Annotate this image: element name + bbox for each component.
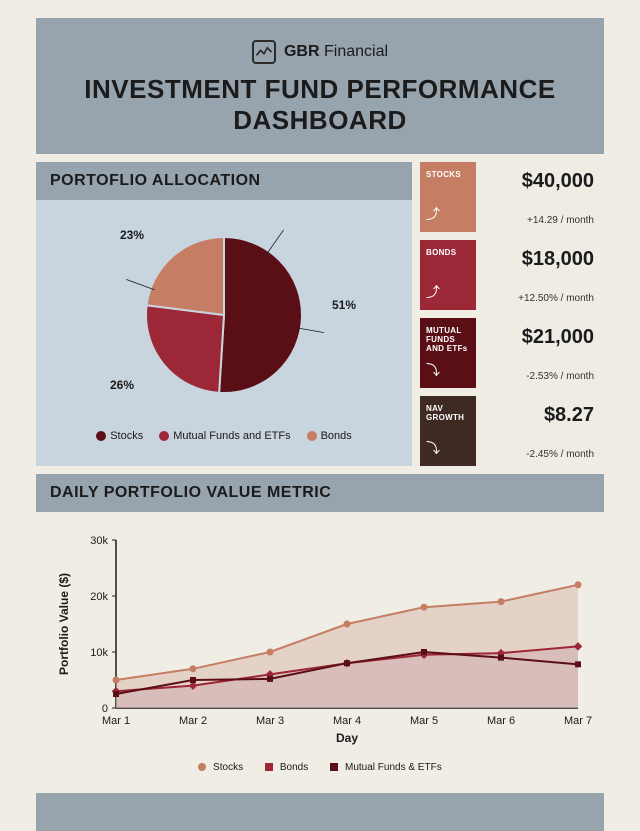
svg-text:30k: 30k (90, 535, 108, 547)
legend-swatch-icon (96, 431, 106, 441)
legend-item: Stocks (96, 430, 143, 442)
metric-cards: STOCKS ⤴ $40,000 +14.29 / month BONDS ⤴ $18,00… (420, 162, 604, 466)
svg-text:Mar 1: Mar 1 (102, 715, 130, 727)
svg-text:Mar 2: Mar 2 (179, 715, 207, 727)
svg-text:20k: 20k (90, 591, 108, 603)
legend-swatch-icon (265, 763, 273, 771)
footer-bar (36, 793, 604, 831)
legend-swatch-icon (159, 431, 169, 441)
page-title: INVESTMENT FUND PERFORMANCE DASHBOARD (46, 74, 594, 136)
svg-text:0: 0 (102, 703, 108, 715)
allocation-title: PORTOFLIO ALLOCATION (36, 162, 412, 200)
pie-slice-label: 23% (120, 228, 144, 242)
svg-text:Mar 3: Mar 3 (256, 715, 284, 727)
legend-label: Mutual Funds and ETFs (173, 430, 290, 442)
metric-subtext: -2.45% / month (480, 449, 594, 460)
legend-item: Stocks (198, 762, 243, 773)
legend-swatch-icon (307, 431, 317, 441)
chart-logo-icon (252, 40, 276, 64)
legend-item: Mutual Funds and ETFs (159, 430, 290, 442)
metric-value: $8.27 (480, 404, 594, 427)
svg-text:Day: Day (336, 731, 358, 745)
pie-chart: 51% 26% 23% (36, 200, 412, 430)
svg-text:Mar 4: Mar 4 (333, 715, 361, 727)
brand-name-bold: GBR (284, 43, 320, 60)
legend-swatch-icon (330, 763, 338, 771)
arrow-up-icon: ⤴ (426, 282, 470, 302)
metric-subtext: +12.50% / month (480, 293, 594, 304)
metric-label: STOCKS (426, 170, 470, 179)
metric-card: NAV GROWTH ⤵ $8.27 -2.45% / month (420, 396, 604, 466)
allocation-panel: PORTOFLIO ALLOCATION 51% 26% 23% Stocks Mut… (36, 162, 412, 466)
metric-value: $40,000 (480, 170, 594, 193)
pie-legend: Stocks Mutual Funds and ETFs Bonds (36, 430, 412, 442)
svg-text:10k: 10k (90, 647, 108, 659)
svg-text:Portfolio Value ($): Portfolio Value ($) (57, 573, 71, 675)
arrow-up-icon: ⤴ (426, 204, 470, 224)
pie-slice-label: 26% (110, 378, 134, 392)
arrow-down-icon: ⤵ (426, 360, 470, 380)
line-chart: 0 10k 20k 30k Mar 1 Mar 2 Mar 3 Mar 4 Mar 5 Mar 6… (46, 526, 594, 756)
metric-card-badge: NAV GROWTH ⤵ (420, 396, 476, 466)
metric-card: MUTUAL FUNDS AND ETFs ⤵ $21,000 -2.53% / mo… (420, 318, 604, 388)
metric-card-body: $18,000 +12.50% / month (476, 240, 604, 310)
metric-label: NAV GROWTH (426, 404, 470, 422)
metric-card-badge: MUTUAL FUNDS AND ETFs ⤵ (420, 318, 476, 388)
daily-panel: DAILY PORTFOLIO VALUE METRIC (36, 474, 604, 512)
line-chart-area: 0 10k 20k 30k Mar 1 Mar 2 Mar 3 Mar 4 Mar 5 Mar 6… (36, 512, 604, 783)
metric-value: $21,000 (480, 326, 594, 349)
metric-card-body: $40,000 +14.29 / month (476, 162, 604, 232)
legend-label: Stocks (110, 430, 143, 442)
metric-subtext: -2.53% / month (480, 371, 594, 382)
legend-label: Bonds (321, 430, 352, 442)
legend-item: Bonds (307, 430, 352, 442)
metric-subtext: +14.29 / month (480, 215, 594, 226)
brand-name-light: Financial (324, 43, 388, 60)
legend-item: Bonds (265, 762, 308, 773)
brand-text: GBR Financial (284, 43, 388, 61)
svg-text:Mar 7: Mar 7 (564, 715, 592, 727)
legend-item: Mutual Funds & ETFs (330, 762, 441, 773)
metric-card-badge: STOCKS ⤴ (420, 162, 476, 232)
svg-text:Mar 5: Mar 5 (410, 715, 438, 727)
legend-swatch-icon (198, 763, 206, 771)
metric-label: BONDS (426, 248, 470, 257)
line-legend: Stocks Bonds Mutual Funds & ETFs (46, 762, 594, 773)
metric-card-body: $8.27 -2.45% / month (476, 396, 604, 466)
daily-title: DAILY PORTFOLIO VALUE METRIC (36, 474, 604, 512)
metric-card-badge: BONDS ⤴ (420, 240, 476, 310)
metric-card: BONDS ⤴ $18,000 +12.50% / month (420, 240, 604, 310)
brand: GBR Financial (46, 40, 594, 64)
header: GBR Financial INVESTMENT FUND PERFORMANC… (36, 18, 604, 154)
metric-value: $18,000 (480, 248, 594, 271)
arrow-down-icon: ⤵ (426, 438, 470, 458)
metric-card: STOCKS ⤴ $40,000 +14.29 / month (420, 162, 604, 232)
metric-card-body: $21,000 -2.53% / month (476, 318, 604, 388)
legend-label: Bonds (277, 762, 308, 773)
svg-text:Mar 6: Mar 6 (487, 715, 515, 727)
metric-label: MUTUAL FUNDS AND ETFs (426, 326, 470, 354)
pie-slice-label: 51% (332, 298, 356, 312)
legend-label: Stocks (210, 762, 243, 773)
legend-label: Mutual Funds & ETFs (342, 762, 441, 773)
